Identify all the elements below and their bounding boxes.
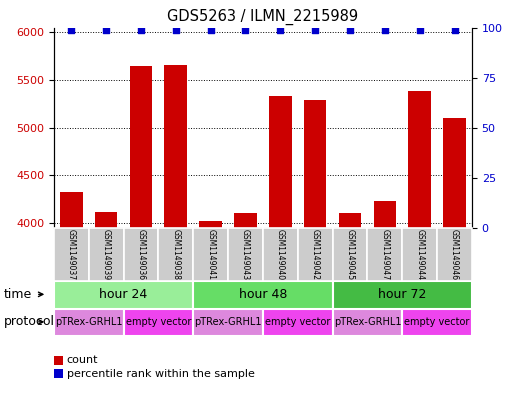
Text: time: time: [4, 288, 32, 301]
Bar: [263, 228, 298, 281]
Bar: [339, 213, 361, 228]
Bar: [124, 228, 159, 281]
Text: GSM1149047: GSM1149047: [380, 229, 389, 280]
Bar: [373, 201, 396, 228]
Bar: [402, 309, 472, 336]
Bar: [200, 221, 222, 228]
Bar: [165, 65, 187, 228]
Point: [242, 26, 250, 33]
Bar: [89, 228, 124, 281]
Bar: [332, 228, 367, 281]
Text: pTRex-GRHL1: pTRex-GRHL1: [333, 317, 401, 327]
Point: [137, 26, 145, 33]
Bar: [124, 309, 193, 336]
Text: GSM1149040: GSM1149040: [276, 229, 285, 280]
Bar: [54, 281, 193, 309]
Title: GDS5263 / ILMN_2215989: GDS5263 / ILMN_2215989: [167, 9, 359, 25]
Text: GSM1149041: GSM1149041: [206, 229, 215, 280]
Point: [311, 26, 319, 33]
Text: percentile rank within the sample: percentile rank within the sample: [67, 369, 254, 379]
Text: count: count: [67, 355, 98, 365]
Bar: [332, 281, 472, 309]
Bar: [304, 100, 326, 228]
Text: GSM1149045: GSM1149045: [346, 229, 354, 280]
Bar: [60, 192, 83, 228]
Point: [207, 26, 215, 33]
Bar: [130, 66, 152, 228]
Bar: [95, 212, 117, 228]
Text: pTRex-GRHL1: pTRex-GRHL1: [55, 317, 123, 327]
Point: [416, 26, 424, 33]
Text: protocol: protocol: [4, 315, 55, 329]
Bar: [367, 228, 402, 281]
Text: GSM1149038: GSM1149038: [171, 229, 180, 280]
Text: GSM1149043: GSM1149043: [241, 229, 250, 280]
Bar: [159, 228, 193, 281]
Bar: [298, 228, 332, 281]
Bar: [54, 228, 89, 281]
Text: GSM1149036: GSM1149036: [136, 229, 146, 280]
Text: empty vector: empty vector: [265, 317, 330, 327]
Text: empty vector: empty vector: [126, 317, 191, 327]
Text: hour 24: hour 24: [100, 288, 148, 301]
Bar: [269, 96, 292, 228]
Point: [381, 26, 389, 33]
Text: hour 48: hour 48: [239, 288, 287, 301]
Bar: [228, 228, 263, 281]
Text: GSM1149037: GSM1149037: [67, 229, 76, 280]
Text: hour 72: hour 72: [378, 288, 426, 301]
Bar: [193, 309, 263, 336]
Point: [172, 26, 180, 33]
Point: [67, 26, 75, 33]
Bar: [402, 228, 437, 281]
Bar: [234, 213, 257, 228]
Text: GSM1149039: GSM1149039: [102, 229, 111, 280]
Bar: [54, 309, 124, 336]
Text: pTRex-GRHL1: pTRex-GRHL1: [194, 317, 262, 327]
Bar: [263, 309, 332, 336]
Point: [450, 26, 459, 33]
Text: GSM1149042: GSM1149042: [311, 229, 320, 280]
Text: GSM1149046: GSM1149046: [450, 229, 459, 280]
Point: [276, 26, 284, 33]
Text: GSM1149044: GSM1149044: [415, 229, 424, 280]
Bar: [443, 118, 466, 228]
Point: [346, 26, 354, 33]
Bar: [437, 228, 472, 281]
Bar: [332, 309, 402, 336]
Text: empty vector: empty vector: [404, 317, 470, 327]
Bar: [193, 281, 332, 309]
Point: [102, 26, 110, 33]
Bar: [408, 92, 431, 228]
Bar: [193, 228, 228, 281]
